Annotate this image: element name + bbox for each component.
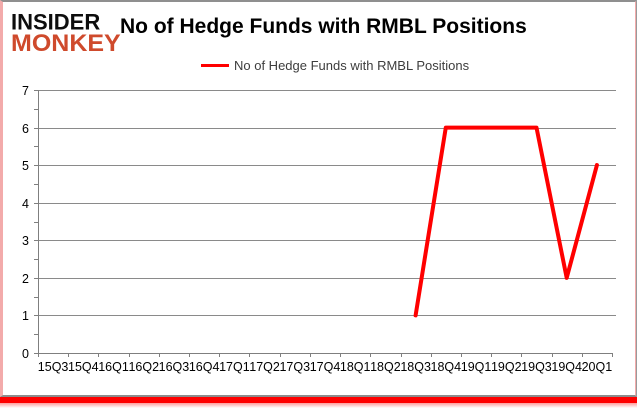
y-axis-label-7: 7 xyxy=(22,84,29,98)
x-axis-label-16Q4: 16Q4 xyxy=(189,360,220,374)
legend-line-swatch xyxy=(201,64,229,67)
y-axis-label-0: 0 xyxy=(22,347,29,361)
y-axis-label-4: 4 xyxy=(22,197,29,211)
x-axis-label-18Q1: 18Q1 xyxy=(340,360,371,374)
legend: No of Hedge Funds with RMBL Positions xyxy=(201,58,469,73)
y-axis-label-1: 1 xyxy=(22,309,29,323)
x-axis-label-19Q3: 19Q3 xyxy=(521,360,552,374)
y-axis-label-5: 5 xyxy=(22,159,29,173)
insider-monkey-logo: INSIDER MONKEY xyxy=(11,8,121,57)
legend-label: No of Hedge Funds with RMBL Positions xyxy=(234,58,470,73)
x-axis-label-15Q4: 15Q4 xyxy=(68,360,99,374)
x-axis-label-17Q2: 17Q2 xyxy=(249,360,280,374)
logo-text-insider: INSIDER xyxy=(11,8,101,35)
y-axis-label-3: 3 xyxy=(22,234,29,248)
x-axis-label-17Q4: 17Q4 xyxy=(310,360,341,374)
x-axis-label-19Q2: 19Q2 xyxy=(491,360,522,374)
series-line xyxy=(413,125,599,318)
x-axis-label-19Q1: 19Q1 xyxy=(461,360,492,374)
x-axis-label-19Q4: 19Q4 xyxy=(551,360,582,374)
x-axis-label-20Q1: 20Q1 xyxy=(582,360,613,374)
y-axis-label-6: 6 xyxy=(22,122,29,136)
x-axis-label-18Q2: 18Q2 xyxy=(370,360,401,374)
line-chart-plot: 0 1 2 3 4 5 6 7 15Q3 15Q4 16Q1 16Q2 16Q3 16Q4 17Q1 17Q2… xyxy=(22,84,616,374)
logo-text-monkey: MONKEY xyxy=(11,30,121,57)
x-axis-label-18Q3: 18Q3 xyxy=(400,360,431,374)
y-axis-label-2: 2 xyxy=(22,272,29,286)
bottom-red-bar xyxy=(0,397,637,403)
x-axis-label-17Q1: 17Q1 xyxy=(219,360,250,374)
chart-title: No of Hedge Funds with RMBL Positions xyxy=(120,15,527,38)
x-axis-label-16Q3: 16Q3 xyxy=(159,360,190,374)
x-axis-label-16Q1: 16Q1 xyxy=(98,360,129,374)
x-axis-label-18Q4: 18Q4 xyxy=(431,360,462,374)
x-axis-label-15Q3: 15Q3 xyxy=(38,360,69,374)
bottom-red-glow xyxy=(0,403,637,408)
x-axis-label-17Q3: 17Q3 xyxy=(279,360,310,374)
x-axis-label-16Q2: 16Q2 xyxy=(128,360,159,374)
chart-card: INSIDER MONKEY No of Hedge Funds with RM… xyxy=(0,0,637,397)
